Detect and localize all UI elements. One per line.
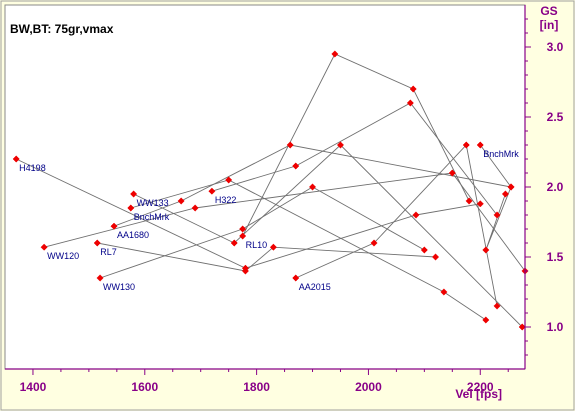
data-point (269, 243, 277, 251)
y-axis-title: [in] (540, 18, 559, 32)
data-point (208, 187, 216, 195)
data-point (239, 232, 247, 240)
data-point (177, 197, 185, 205)
data-point (440, 288, 448, 296)
data-point (191, 204, 199, 212)
series-line (16, 158, 481, 269)
data-point (501, 190, 509, 198)
data-point (239, 225, 247, 233)
x-tick-label: 1400 (20, 380, 47, 394)
series-line (295, 144, 498, 307)
data-point (241, 267, 249, 275)
data-point (431, 253, 440, 261)
data-point (96, 274, 104, 282)
data-point (286, 141, 294, 149)
data-point (93, 239, 101, 247)
x-tick-label: 1800 (243, 380, 270, 394)
data-point (230, 239, 238, 247)
y-tick-label: 1.0 (547, 320, 564, 334)
series-line (99, 186, 425, 279)
data-point (292, 274, 300, 282)
data-point (507, 183, 515, 191)
series-line (43, 172, 526, 272)
series-line (133, 144, 523, 328)
data-point (412, 211, 420, 219)
data-point (130, 190, 138, 198)
data-point (493, 302, 501, 310)
y-tick-label: 3.0 (547, 40, 564, 54)
point-label: H4198 (19, 163, 46, 173)
point-label: WW120 (47, 251, 79, 261)
data-point (476, 141, 484, 149)
data-point (370, 239, 378, 247)
data-point (482, 246, 490, 254)
data-point (12, 155, 20, 163)
point-label: AA1680 (117, 230, 149, 240)
series-line (113, 144, 512, 227)
point-label: AA2015 (299, 282, 331, 292)
plot-area (4, 4, 526, 370)
axis-layer: 1400 1600 1800 2000 2200 1.0 1.5 2.0 2.5 3.0 GS[in… (5, 4, 564, 401)
data-point (40, 243, 48, 251)
data-point (308, 183, 317, 191)
data-point (493, 211, 501, 219)
data-point (110, 222, 118, 230)
point-label: RL10 (246, 240, 268, 250)
data-point (331, 50, 339, 58)
point-label: BnchMrk (483, 149, 519, 159)
point-label: WW133 (137, 198, 169, 208)
x-tick-label: 2000 (355, 380, 382, 394)
point-label: BnchMrk (134, 212, 170, 222)
y-tick-label: 2.5 (547, 110, 564, 124)
series-line (479, 144, 512, 251)
data-point (465, 197, 473, 205)
data-point (336, 141, 345, 149)
data-point (482, 316, 490, 324)
x-tick-label: 2200 (467, 380, 494, 394)
point-label: H322 (215, 195, 237, 205)
data-point (462, 141, 470, 149)
chart-title: BW,BT: 75gr,vmax (10, 22, 114, 36)
data-point (127, 204, 135, 212)
marker-layer (12, 50, 529, 331)
data-point (225, 176, 233, 184)
data-point (292, 162, 300, 170)
data-point (518, 323, 526, 331)
y-tick-label: 1.5 (547, 250, 564, 264)
data-point (420, 246, 428, 254)
data-point (409, 85, 417, 93)
series-line (130, 179, 487, 321)
point-label: RL7 (100, 247, 117, 257)
x-tick-label: 1600 (131, 380, 158, 394)
point-label: WW130 (103, 282, 135, 292)
data-point (406, 99, 414, 107)
data-point (476, 200, 484, 208)
data-point (448, 169, 456, 177)
y-tick-label: 2.0 (547, 180, 564, 194)
x-axis-title: Vel [fps] (455, 387, 502, 401)
y-axis-title: GS (540, 4, 557, 18)
